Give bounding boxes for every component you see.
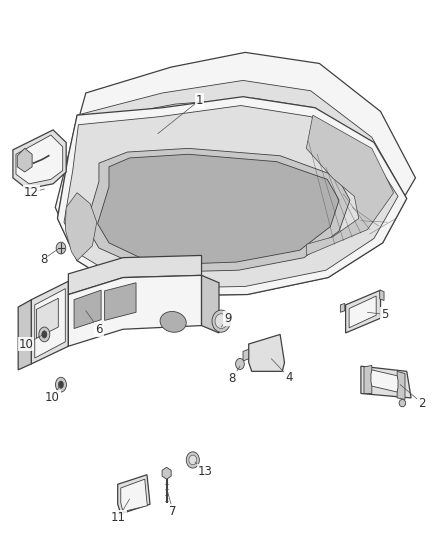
Text: 8: 8	[40, 253, 47, 265]
Polygon shape	[162, 467, 171, 479]
Ellipse shape	[56, 242, 66, 254]
Polygon shape	[364, 366, 372, 393]
Text: 11: 11	[111, 511, 126, 524]
Polygon shape	[31, 281, 68, 364]
Polygon shape	[243, 349, 249, 361]
Polygon shape	[105, 282, 136, 320]
Text: 5: 5	[381, 308, 389, 321]
Polygon shape	[346, 290, 381, 333]
Polygon shape	[68, 276, 201, 346]
Ellipse shape	[58, 381, 64, 389]
Text: 6: 6	[95, 323, 102, 336]
Ellipse shape	[186, 452, 199, 468]
Polygon shape	[361, 366, 411, 398]
Polygon shape	[380, 290, 384, 301]
Polygon shape	[57, 80, 407, 296]
Ellipse shape	[39, 327, 50, 342]
Polygon shape	[68, 255, 201, 295]
Polygon shape	[18, 300, 31, 370]
Polygon shape	[349, 296, 376, 328]
Polygon shape	[201, 276, 219, 333]
Polygon shape	[86, 148, 350, 272]
Text: 10: 10	[18, 337, 33, 351]
Text: 4: 4	[285, 371, 293, 384]
Ellipse shape	[215, 314, 227, 328]
Polygon shape	[249, 334, 285, 372]
Text: 12: 12	[24, 186, 39, 199]
Ellipse shape	[236, 358, 244, 369]
Polygon shape	[36, 298, 58, 338]
Ellipse shape	[189, 455, 197, 465]
Ellipse shape	[56, 377, 67, 392]
Polygon shape	[17, 148, 32, 172]
Polygon shape	[371, 370, 398, 392]
Polygon shape	[306, 115, 394, 255]
Polygon shape	[35, 289, 65, 358]
Ellipse shape	[160, 311, 186, 332]
Polygon shape	[64, 106, 398, 289]
Polygon shape	[57, 96, 407, 296]
Text: 10: 10	[45, 391, 60, 405]
Text: 7: 7	[170, 505, 177, 518]
Text: 8: 8	[228, 372, 236, 385]
Polygon shape	[121, 479, 148, 512]
Text: 9: 9	[224, 312, 231, 325]
Polygon shape	[397, 372, 405, 399]
Polygon shape	[16, 135, 63, 184]
Ellipse shape	[399, 399, 406, 407]
Text: 13: 13	[198, 465, 212, 478]
Polygon shape	[65, 192, 97, 261]
Ellipse shape	[42, 331, 47, 338]
Polygon shape	[74, 290, 101, 328]
Polygon shape	[98, 154, 339, 265]
Polygon shape	[13, 130, 66, 189]
Text: 2: 2	[418, 397, 426, 409]
Polygon shape	[340, 303, 345, 312]
Ellipse shape	[212, 310, 230, 332]
Polygon shape	[118, 475, 150, 514]
Polygon shape	[55, 52, 416, 289]
Text: 1: 1	[196, 94, 203, 107]
